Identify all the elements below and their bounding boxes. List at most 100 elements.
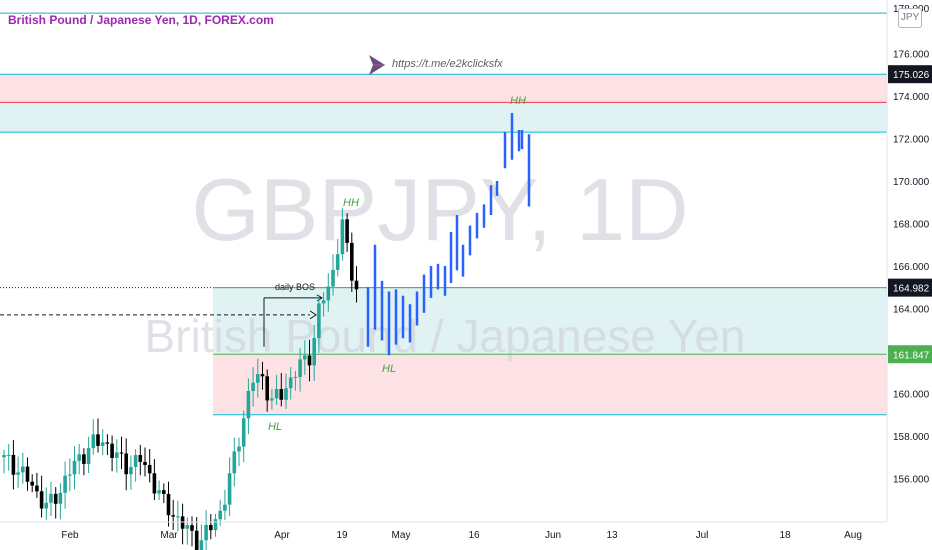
candle-body [91, 434, 96, 449]
candle-body [53, 493, 58, 504]
annotations: HH HH HL HL daily BOS [268, 95, 526, 433]
candle-body [157, 490, 161, 494]
candle-body [138, 455, 143, 462]
time-tick: 13 [606, 530, 618, 541]
price-tick: 174.000 [893, 92, 930, 103]
candle-body [110, 443, 114, 458]
candle-body [129, 466, 133, 475]
candle-body [119, 452, 124, 454]
candle-body [279, 388, 284, 400]
candle-body [86, 448, 91, 464]
candle-body [345, 219, 349, 243]
candle-body [49, 493, 53, 503]
candle-body [340, 219, 345, 255]
candle-body [274, 388, 279, 399]
candle-body [162, 490, 166, 494]
candle-body [209, 524, 213, 531]
price-labels: 175.026 164.982 161.847 [888, 65, 932, 364]
horizontal-levels[interactable] [0, 12, 887, 416]
candle-body [260, 374, 265, 377]
candle-body [143, 461, 147, 465]
price-tick: 172.000 [893, 135, 930, 146]
candle-body [298, 359, 302, 377]
price-tick: 166.000 [893, 262, 930, 273]
candle-body [152, 473, 157, 494]
time-tick: 18 [779, 530, 791, 541]
symbol-watermark: GBPJPY, 1D British Pound / Japanese Yen [144, 160, 745, 362]
candle-body [133, 455, 138, 467]
supply-zone-lower [0, 102, 887, 133]
time-tick: Aug [844, 530, 862, 541]
candle-body [293, 376, 298, 378]
candle-body [39, 491, 44, 509]
candle-body [354, 280, 359, 290]
candle-body [124, 453, 128, 475]
price-tick: 156.000 [893, 475, 930, 486]
price-tick: 170.000 [893, 177, 930, 188]
time-tick: Feb [61, 530, 79, 541]
candle-body [204, 524, 208, 541]
candle-body [147, 464, 152, 474]
candle-body [237, 446, 241, 452]
demand-zone-upper [213, 287, 887, 355]
chart-title: British Pound / Japanese Yen, 1D, FOREX.… [8, 13, 274, 27]
time-tick: 16 [468, 530, 480, 541]
candle-body [166, 493, 171, 516]
candle-body [317, 303, 321, 339]
telegram-link[interactable]: https://t.me/e2kclicksfx [392, 58, 503, 70]
hl-label-2: HL [382, 363, 396, 375]
hl-label-1: HL [268, 421, 282, 433]
candle-body [180, 516, 185, 529]
price-tick: 160.000 [893, 390, 930, 401]
candle-body [241, 418, 246, 447]
historical-candles [2, 207, 359, 550]
candle-body [199, 540, 204, 550]
candle-body [256, 374, 260, 383]
candle-body [307, 355, 312, 366]
candle-body [321, 300, 326, 304]
candle-body [44, 502, 49, 509]
candle-body [223, 504, 227, 511]
candle-body [21, 466, 25, 473]
watermark-name: British Pound / Japanese Yen [144, 310, 745, 362]
candle-body [335, 254, 340, 270]
candle-body [190, 525, 194, 531]
candle-body [265, 376, 269, 401]
candle-body [227, 473, 232, 505]
projected-bars [366, 113, 531, 356]
candle-body [246, 390, 251, 419]
price-label: 175.026 [893, 70, 930, 81]
time-scale[interactable]: Feb Mar Apr 19 May 16 Jun 13 Jul 18 Aug [61, 530, 862, 541]
candle-body [312, 338, 316, 366]
time-tick: May [392, 530, 411, 541]
time-tick: Mar [160, 530, 178, 541]
candle-body [232, 451, 237, 474]
candle-body [82, 454, 86, 464]
candle-body [11, 454, 16, 475]
price-label: 164.982 [893, 284, 930, 295]
demand-zone-lower [213, 354, 887, 415]
supply-zone-upper [0, 74, 887, 103]
candle-body [326, 286, 331, 301]
price-tick: 176.000 [893, 50, 930, 61]
bos-label: daily BOS [275, 282, 315, 292]
candle-body [25, 466, 30, 482]
time-tick: Jul [696, 530, 709, 541]
candle-body [350, 242, 354, 281]
time-tick: Apr [274, 530, 290, 541]
candle-body [213, 519, 218, 531]
price-label-bg [888, 345, 932, 364]
candle-body [58, 492, 63, 504]
candle-body [35, 485, 39, 492]
candle-body [77, 454, 81, 461]
candle-body [63, 475, 67, 493]
currency-badge[interactable]: JPY [898, 8, 922, 28]
candle-body [100, 442, 105, 446]
candle-body [331, 269, 335, 287]
candle-body [30, 481, 34, 486]
candle-body [72, 460, 77, 475]
price-label-bg [888, 65, 932, 84]
candle-body [218, 510, 222, 520]
candle-body [270, 398, 274, 401]
